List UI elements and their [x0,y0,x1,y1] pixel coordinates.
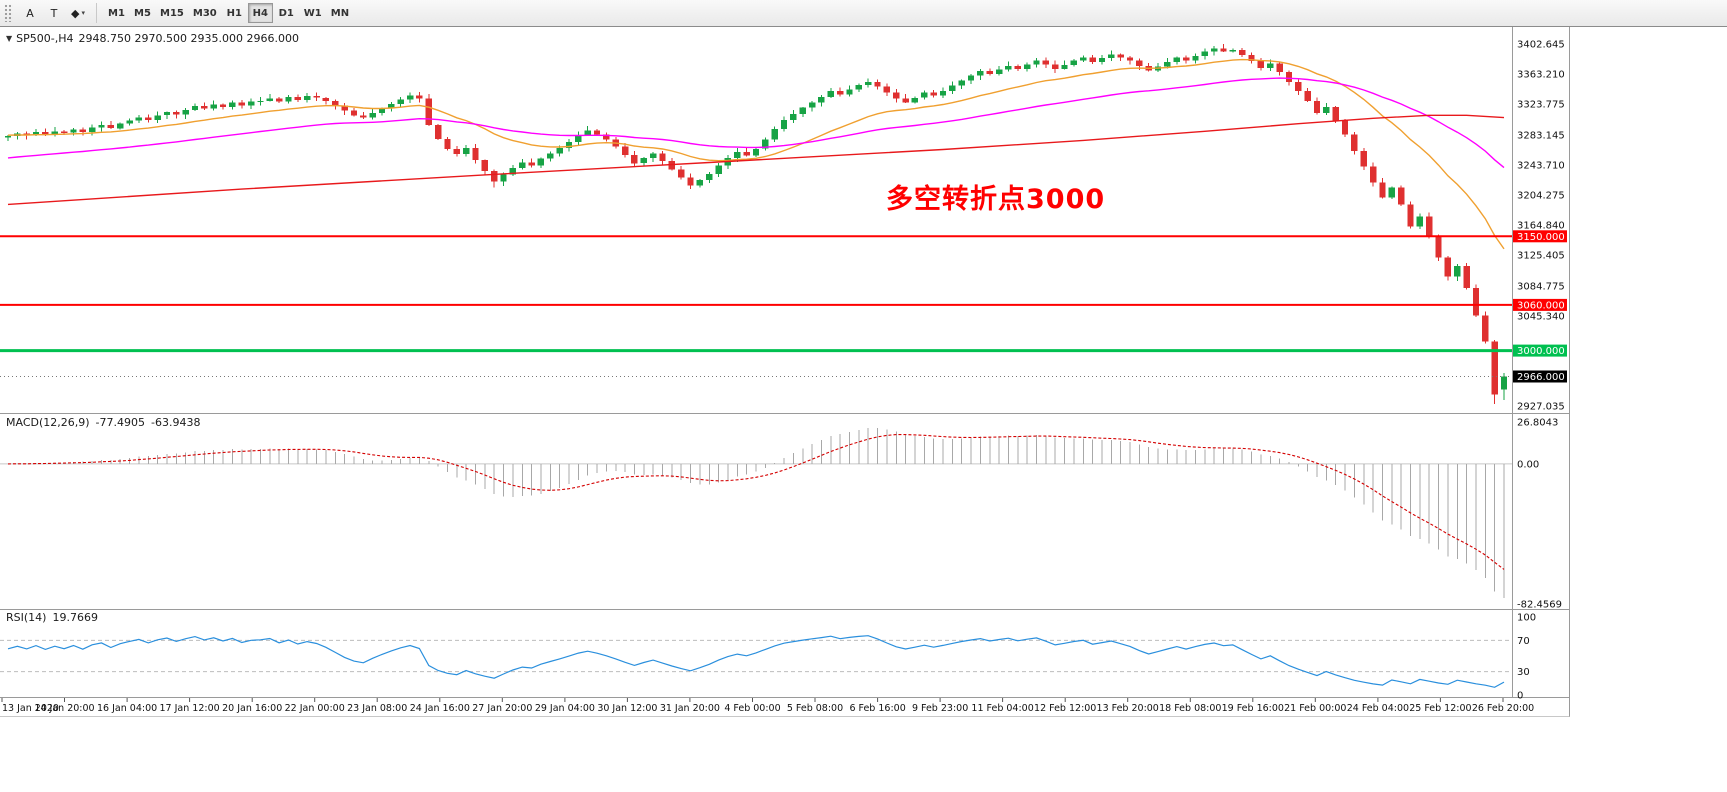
rsi-axis-label: 100 [1517,613,1536,624]
macd-signal-value: -63.9438 [151,416,201,429]
current-price-badge[interactable] [1513,370,1567,383]
time-axis-label: 17 Jan 12:00 [160,703,220,714]
timeframe-button-M30[interactable]: M30 [192,7,217,19]
symbol-name: SP500-,H4 [16,32,74,45]
macd-axis-label: -82.4569 [1517,600,1562,611]
dropdown-arrow-icon[interactable]: ▼ [6,34,13,43]
time-axis-label: 21 Feb 00:00 [1284,703,1346,714]
chart-plot-area[interactable] [0,27,1512,414]
timeframe-button-H4[interactable]: H4 [247,3,273,23]
time-axis-label: 19 Feb 16:00 [1222,703,1284,714]
ma-slow-line [7,114,1505,206]
price-tick-label: 3243.710 [1517,161,1565,172]
rsi-value: 19.7669 [52,611,98,624]
price-tick-label: 3125.405 [1517,251,1565,262]
time-axis-label: 14 Jan 20:00 [34,703,94,714]
shapes-tool-button[interactable]: ◆ ▾ [71,6,85,20]
candlestick-series [4,43,1508,404]
chart-window[interactable]: 3150.000 3060.000 3000.000 2966.000 3402.645… [0,27,1570,717]
rsi-axis-label: 30 [1517,667,1530,678]
level-3150.000-badge-label: 3150.000 [1517,232,1565,243]
level-3060.000-badge-label: 3060.000 [1517,300,1565,311]
time-axis-label: 11 Feb 04:00 [971,703,1033,714]
ma-mid-line [7,77,1505,169]
timeframe-button-MN[interactable]: MN [330,7,350,19]
time-axis-label: 26 Feb 20:00 [1472,703,1534,714]
time-axis-label: 13 Feb 20:00 [1097,703,1159,714]
time-axis-label: 27 Jan 20:00 [472,703,532,714]
time-axis-label: 20 Jan 16:00 [222,703,282,714]
level-3000.000-badge-label: 3000.000 [1517,346,1565,357]
timeframe-button-M15[interactable]: M15 [160,7,184,19]
time-axis-label: 5 Feb 08:00 [787,703,843,714]
toolbar: A T ◆ ▾ M1 M5 M15 M30 H1 H4 D1 W1 MN [0,0,1727,27]
chart-title: ▼ SP500-,H4 2948.750 2970.500 2935.000 296… [6,32,304,45]
text-tool-button[interactable]: A [26,6,34,20]
time-axis-label: 24 Jan 16:00 [410,703,470,714]
current-price-badge-label: 2966.000 [1517,372,1565,383]
time-axis-label: 31 Jan 20:00 [660,703,720,714]
label-tool-button[interactable]: T [50,6,58,20]
price-tick-label: 3323.775 [1517,100,1565,111]
tools-group: A T ◆ ▾ [19,3,89,23]
time-axis-label: 25 Feb 12:00 [1409,703,1471,714]
rsi-line [7,635,1505,688]
rsi-name: RSI(14) [6,611,47,624]
timeframe-button-H1[interactable]: H1 [226,7,242,19]
time-axis-label: 16 Jan 04:00 [97,703,157,714]
time-axis-label: 30 Jan 12:00 [597,703,657,714]
macd-main-value: -77.4905 [95,416,146,429]
macd-histogram [16,428,1505,598]
chart-canvas[interactable]: 3150.000 3060.000 3000.000 2966.000 3402.645… [0,27,1570,717]
time-axis[interactable] [0,698,1570,717]
level-3000.000-badge[interactable] [1513,344,1567,357]
time-axis-label: 6 Feb 16:00 [849,703,905,714]
chart-annotation[interactable]: 多空转折点3000 [886,184,1106,215]
timeframe-button-M1[interactable]: M1 [108,7,125,19]
price-tick-label: 2927.035 [1517,402,1565,413]
macd-name: MACD(12,26,9) [6,416,90,429]
rsi-axis-label: 0 [1517,691,1523,702]
time-axis-label: 22 Jan 00:00 [285,703,345,714]
macd-axis-label: 0.00 [1517,459,1539,470]
time-axis-label: 18 Feb 08:00 [1159,703,1221,714]
ma-fast-line [7,58,1505,250]
time-axis-label: 12 Feb 12:00 [1034,703,1096,714]
price-tick-label: 3204.275 [1517,191,1565,202]
price-axis[interactable] [1512,27,1570,697]
rsi-axis-label: 70 [1517,636,1530,647]
timeframe-button-D1[interactable]: D1 [278,7,294,19]
macd-indicator-label: MACD(12,26,9) -77.4905 -63.9438 [6,416,206,429]
time-axis-label: 4 Feb 00:00 [724,703,780,714]
price-tick-label: 3164.840 [1517,221,1565,232]
price-tick-label: 3084.775 [1517,282,1565,293]
macd-axis-label: 26.8043 [1517,418,1558,429]
price-tick-label: 3402.645 [1517,40,1565,51]
toolbar-separator [96,3,97,23]
time-axis-label: 23 Jan 08:00 [347,703,407,714]
time-axis-label: 24 Feb 04:00 [1347,703,1409,714]
rsi-indicator-label: RSI(14) 19.7669 [6,611,104,624]
time-axis-label: 9 Feb 23:00 [912,703,968,714]
level-3150.000-badge[interactable] [1513,230,1567,243]
timeframe-button-M5[interactable]: M5 [134,7,151,19]
ohlc-values: 2948.750 2970.500 2935.000 2966.000 [78,32,299,45]
time-axis-label: 29 Jan 04:00 [535,703,595,714]
time-axis-label: 13 Jan 2020 [2,703,59,714]
price-tick-label: 3283.145 [1517,131,1565,142]
macd-signal-line [7,434,1505,570]
price-tick-label: 3045.340 [1517,312,1565,323]
timeframe-button-W1[interactable]: W1 [303,7,322,19]
level-3060.000-badge[interactable] [1513,298,1567,311]
toolbar-grip[interactable] [4,4,13,22]
price-tick-label: 3363.210 [1517,70,1565,81]
timeframe-group: M1 M5 M15 M30 H1 H4 D1 W1 MN [104,3,353,23]
chevron-down-icon: ▾ [81,9,85,17]
